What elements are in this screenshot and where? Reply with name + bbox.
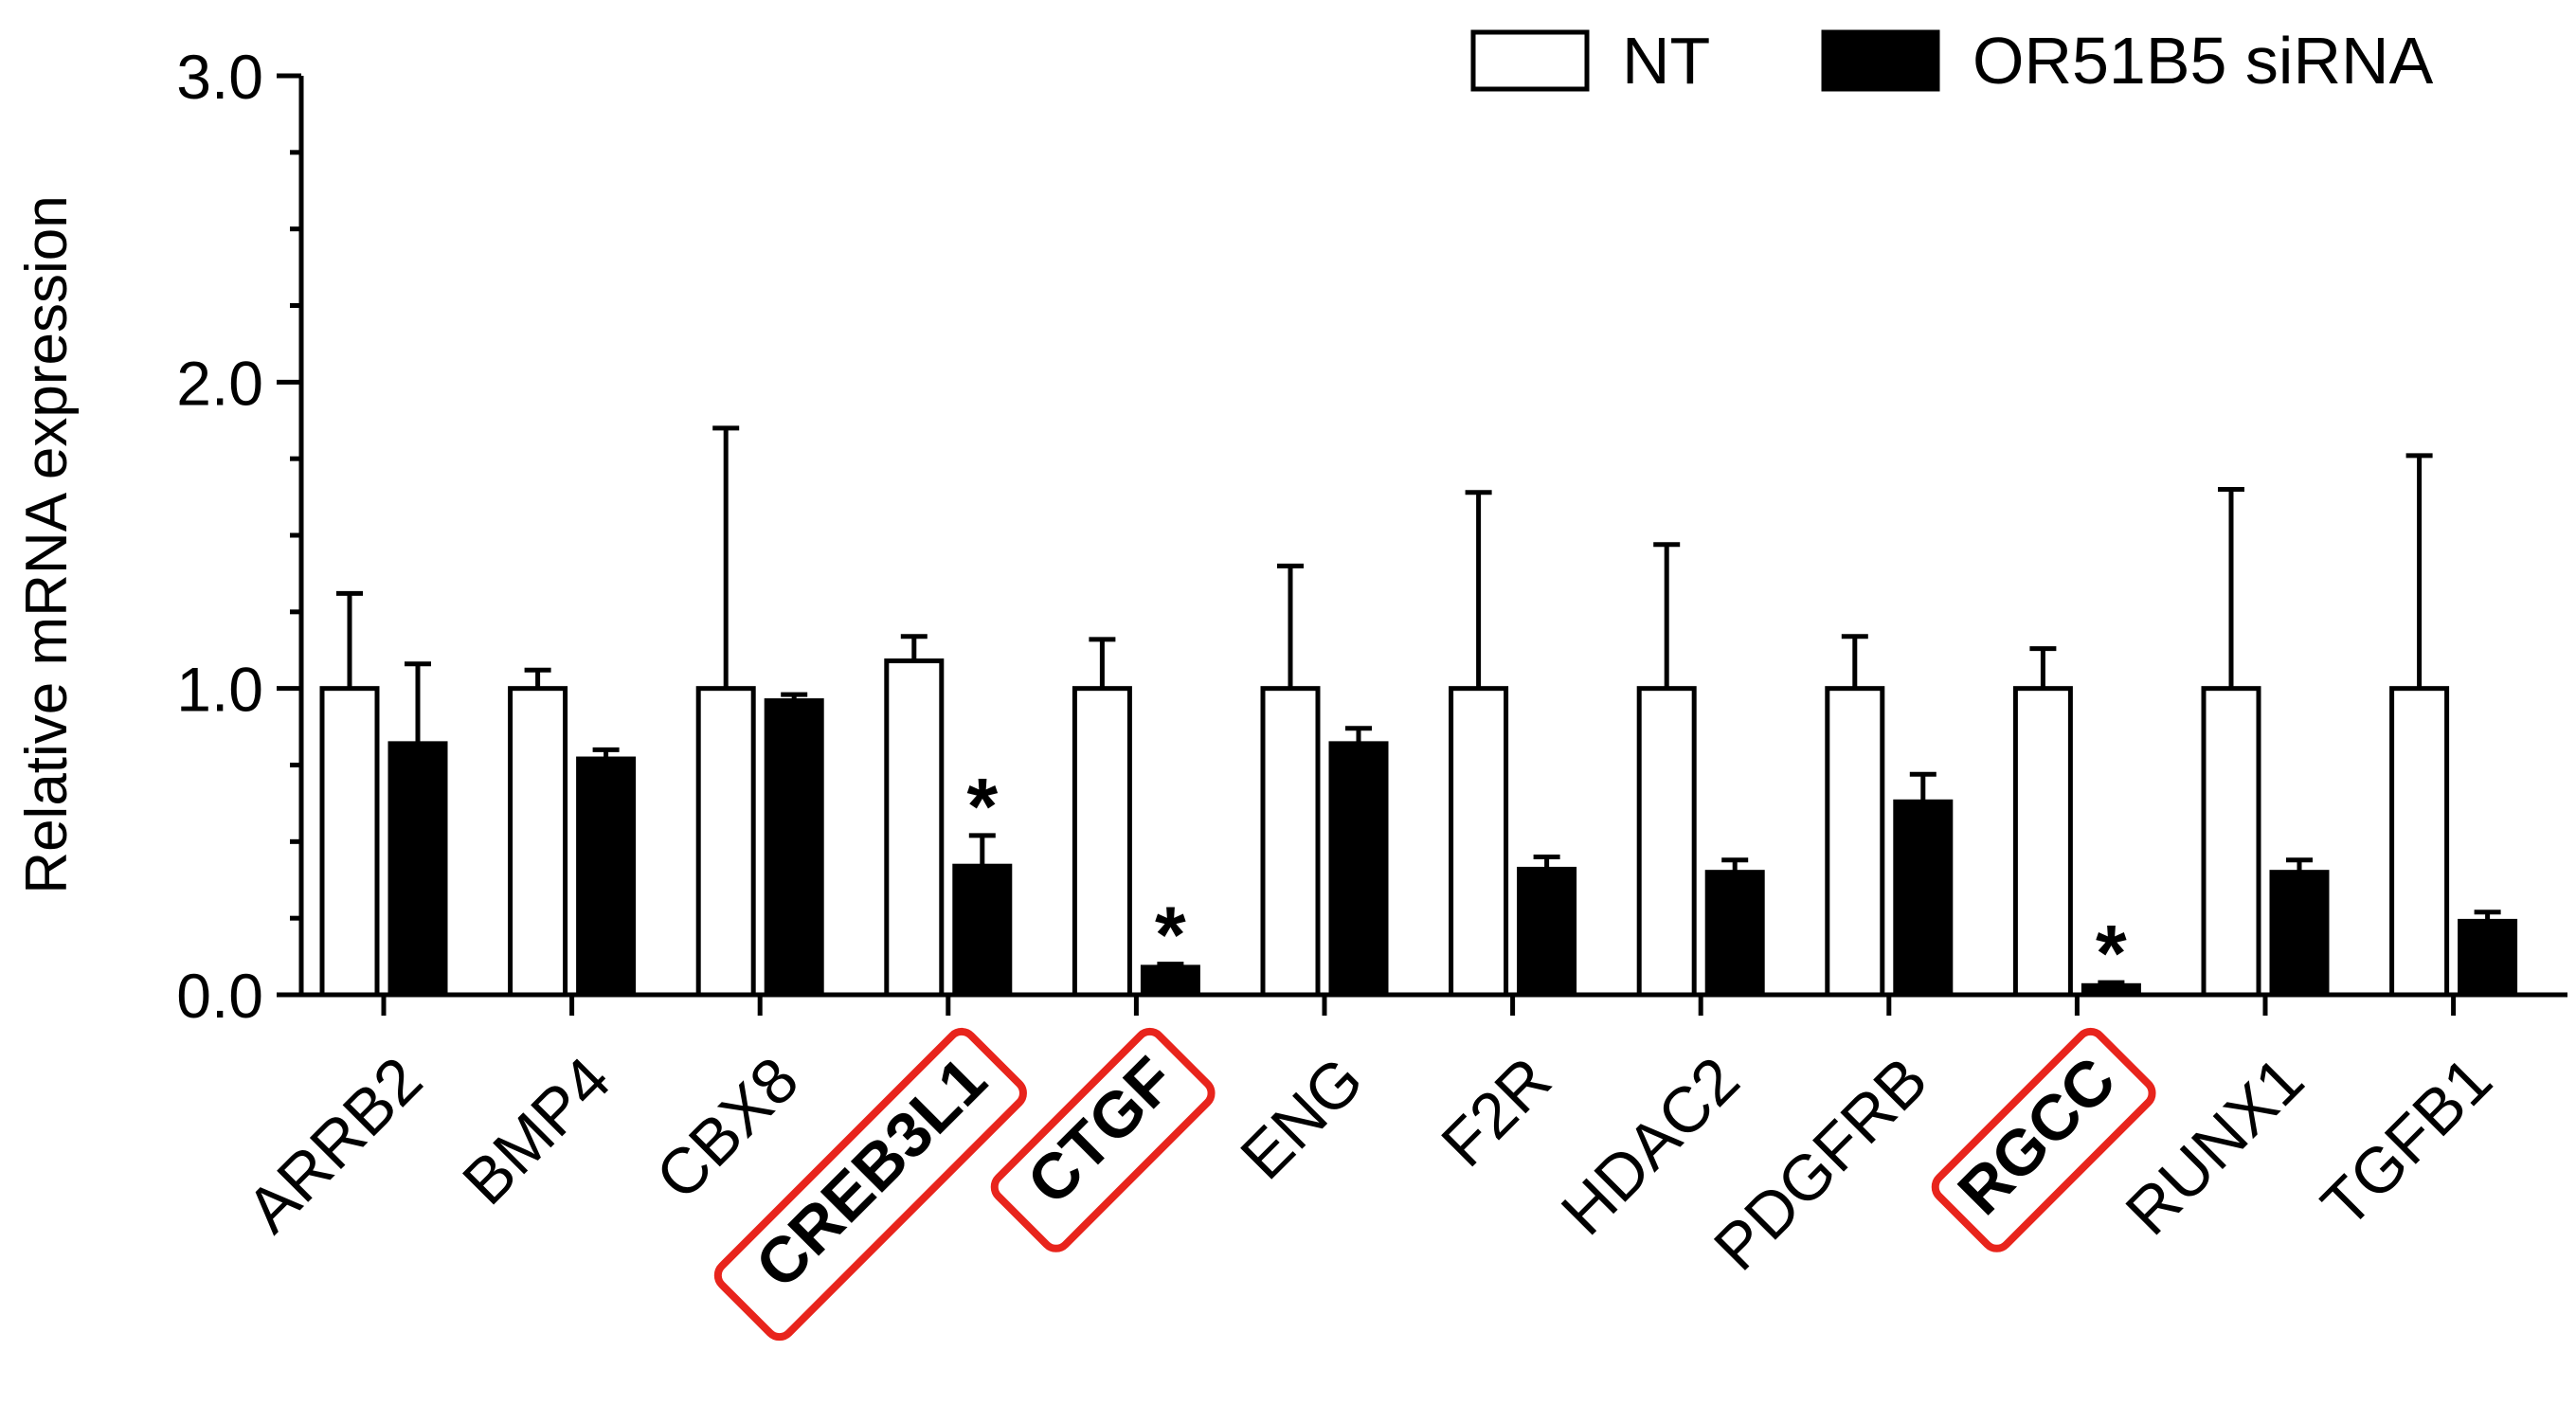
legend-label: OR51B5 siRNA — [1973, 24, 2434, 98]
y-axis-label: Relative mRNA expression — [14, 195, 80, 893]
x-tick-label: ARRB2 — [233, 1043, 436, 1246]
x-label-group: BMP4 — [449, 1043, 624, 1218]
bar-nt — [1449, 686, 1509, 998]
axes: 0.0 1.0 2.0 3.0 — [176, 42, 2567, 1031]
bar-nt — [1825, 686, 1885, 998]
legend-label: NT — [1622, 24, 1710, 98]
x-label-group: ENG — [1227, 1043, 1377, 1193]
bar-nt — [695, 686, 756, 998]
bar-sirna — [1893, 799, 1954, 998]
x-label-group: CBX8 — [642, 1043, 812, 1213]
bar-nt — [508, 686, 568, 998]
x-label-group: TGFB1 — [2308, 1043, 2506, 1241]
x-tick-label: TGFB1 — [2308, 1043, 2506, 1241]
bar-nt — [2201, 686, 2261, 998]
x-tick-label: ENG — [1227, 1043, 1377, 1193]
x-tick-label: F2R — [1428, 1043, 1565, 1180]
bar-nt — [1636, 686, 1697, 998]
bar-nt — [2012, 686, 2073, 998]
bar-sirna — [764, 698, 824, 998]
highlight-box — [990, 1027, 1216, 1252]
highlighted-label-group: RGCC — [1931, 1027, 2156, 1252]
significance-star: * — [1155, 891, 1186, 980]
legend-swatch-nt — [1470, 29, 1590, 92]
bar-nt — [1260, 686, 1321, 998]
y-tick-label: 1.0 — [176, 655, 263, 725]
x-label-group: F2R — [1428, 1043, 1565, 1180]
bar-sirna — [2458, 918, 2518, 998]
bar-sirna — [1704, 870, 1765, 998]
x-tick-label: BMP4 — [449, 1043, 624, 1218]
bar-sirna — [2269, 870, 2330, 998]
y-tick-label: 2.0 — [176, 348, 263, 418]
x-tick-label: CBX8 — [642, 1043, 812, 1213]
y-tick-label: 0.0 — [176, 961, 263, 1031]
y-tick-label: 3.0 — [176, 42, 263, 112]
significance-star: * — [2096, 909, 2127, 998]
highlight-box — [1931, 1027, 2156, 1252]
bars-layer: * * * — [319, 425, 2518, 998]
bar-sirna — [387, 741, 448, 998]
highlight-box — [713, 1027, 1027, 1342]
bar-nt — [2389, 686, 2450, 998]
significance-star: * — [966, 762, 998, 851]
bar-sirna — [1517, 866, 1577, 998]
bar-sirna — [576, 756, 637, 998]
x-tick-label: RGCC — [1944, 1043, 2129, 1228]
bar-sirna — [1328, 741, 1389, 998]
bar-nt — [1072, 686, 1132, 998]
bar-sirna — [952, 863, 1013, 998]
legend-swatch-sirna — [1821, 29, 1940, 92]
bar-nt — [884, 658, 945, 998]
highlighted-label-group: CTGF — [990, 1027, 1216, 1252]
legend: NT OR51B5 siRNA — [1470, 24, 2434, 98]
bar-nt — [319, 686, 380, 998]
x-label-group: ARRB2 — [233, 1043, 436, 1246]
